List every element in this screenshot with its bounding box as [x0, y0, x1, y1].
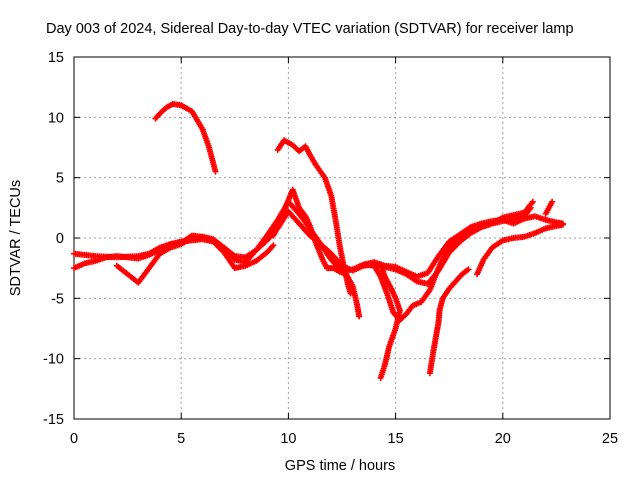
series-s8 [377, 261, 403, 381]
y-tick-label: 10 [48, 110, 64, 126]
series-s10 [474, 221, 566, 278]
y-tick-label: 15 [48, 50, 64, 66]
y-tick-label: -15 [43, 412, 64, 428]
x-tick-label: 25 [602, 431, 618, 447]
data-point [559, 221, 566, 228]
series-s4 [152, 101, 219, 175]
x-tick-label: 15 [388, 431, 404, 447]
y-tick-label: 5 [56, 171, 64, 187]
data-point [549, 198, 556, 205]
series-s6 [270, 186, 363, 320]
x-tick-label: 10 [280, 431, 296, 447]
y-tick-label: -10 [43, 352, 64, 368]
data-point [356, 313, 363, 320]
y-axis-label: SDTVAR / TECUs [8, 180, 24, 296]
data-point [377, 374, 384, 381]
x-tick-labels: 0 5 10 15 20 25 [70, 431, 618, 447]
y-tick-label: -5 [51, 291, 64, 307]
chart-title: Day 003 of 2024, Sidereal Day-to-day VTE… [46, 21, 574, 37]
y-tick-label: 0 [56, 231, 64, 247]
data-point [212, 168, 219, 175]
data-point [465, 266, 472, 273]
x-tick-label: 5 [177, 431, 185, 447]
x-axis-label: GPS time / hours [285, 458, 395, 474]
series-s11 [542, 198, 556, 217]
series-s9 [426, 266, 472, 377]
data-point [529, 198, 536, 205]
data-point [270, 242, 277, 249]
x-tick-label: 0 [70, 431, 78, 447]
axis-ticks [73, 56, 611, 420]
data-points [71, 101, 566, 381]
y-tick-labels: -15 -10 -5 0 5 10 15 [43, 50, 64, 428]
x-tick-label: 20 [495, 431, 511, 447]
grid-lines [74, 57, 610, 419]
